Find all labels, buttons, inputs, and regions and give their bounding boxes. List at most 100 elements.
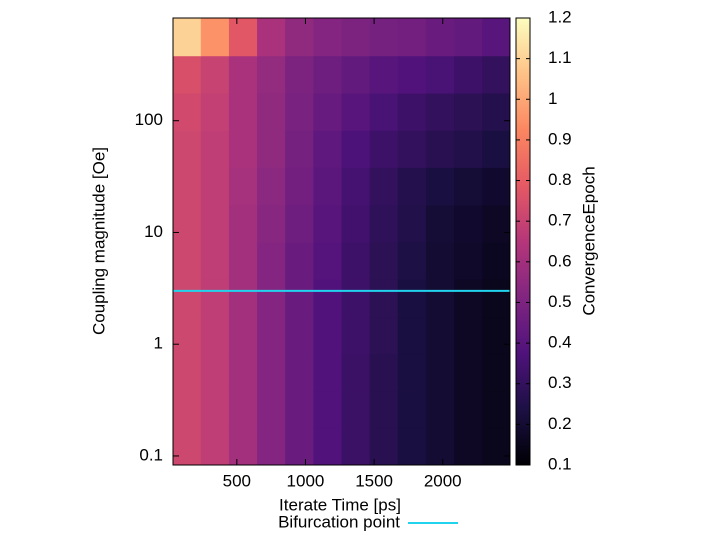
heatmap-cell (341, 167, 371, 206)
heatmap-cell (425, 279, 455, 318)
heatmap-cell (482, 55, 511, 94)
y-tick-label: 10 (144, 222, 163, 241)
heatmap-cell (341, 428, 371, 466)
heatmap-cell (454, 279, 483, 318)
heatmap-cell (425, 18, 455, 57)
heatmap-cell (313, 353, 342, 392)
colorbar-tick-label: 0.7 (548, 211, 572, 230)
heatmap-cell (397, 353, 427, 392)
heatmap-cell (482, 18, 511, 57)
heatmap-cell (257, 428, 286, 466)
heatmap-cell (173, 55, 202, 94)
heatmap-cell (341, 204, 371, 243)
heatmap-cell (200, 279, 230, 318)
colorbar-tick-label: 0.2 (548, 414, 572, 433)
heatmap-cell (369, 279, 399, 318)
colorbar-tick-label: 1 (548, 89, 557, 108)
heatmap-cell (200, 55, 230, 94)
x-tick-label: 1000 (287, 471, 325, 490)
heatmap-cell (425, 55, 455, 94)
heatmap-cell (482, 390, 511, 429)
heatmap-cell (257, 242, 286, 280)
heatmap-cell (285, 353, 314, 392)
heatmap-cell (228, 428, 258, 466)
colorbar-tick-label: 1.2 (548, 7, 572, 26)
heatmap-cell (425, 130, 455, 168)
heatmap-cell (200, 242, 230, 280)
heatmap-cell (257, 93, 286, 131)
heatmap-cell (341, 353, 371, 392)
heatmap-cell (200, 93, 230, 131)
heatmap-cell (369, 242, 399, 280)
heatmap-cell (425, 242, 455, 280)
colorbar-tick-label: 0.3 (548, 373, 572, 392)
heatmap-cell (482, 316, 511, 355)
heatmap-cell (228, 204, 258, 243)
heatmap-cell (200, 204, 230, 243)
heatmap-cell (341, 279, 371, 318)
heatmap-cell (397, 204, 427, 243)
x-tick-label: 500 (223, 471, 251, 490)
y-axis-label: Coupling magnitude [Oe] (89, 147, 108, 335)
heatmap-cell (200, 353, 230, 392)
colorbar-tick-label: 0.5 (548, 292, 572, 311)
colorbar-label: ConvergenceEpoch (579, 166, 598, 315)
heatmap-cell (397, 279, 427, 318)
heatmap-cell (313, 316, 342, 355)
heatmap-cell (173, 204, 202, 243)
heatmap-cell (257, 167, 286, 206)
heatmap-cell (200, 428, 230, 466)
heatmap-cell (285, 18, 314, 57)
heatmap-cell (397, 242, 427, 280)
heatmap-cell (257, 353, 286, 392)
colorbar-tick-label: 0.9 (548, 129, 572, 148)
heatmap-cell (228, 93, 258, 131)
heatmap-cell (285, 93, 314, 131)
heatmap-cell (173, 242, 202, 280)
heatmap-cell (173, 167, 202, 206)
colorbar-tick-label: 0.4 (548, 333, 572, 352)
heatmap-cell (482, 93, 511, 131)
heatmap-cell (200, 390, 230, 429)
y-tick-label: 100 (135, 110, 163, 129)
x-tick-label: 2000 (424, 471, 462, 490)
heatmap-cell (454, 390, 483, 429)
heatmap-cell (228, 353, 258, 392)
heatmap-cell (454, 242, 483, 280)
heatmap-cell (397, 55, 427, 94)
heatmap-cell (313, 428, 342, 466)
heatmap-cell (482, 130, 511, 168)
heatmap-cell (341, 316, 371, 355)
heatmap-cell (369, 55, 399, 94)
heatmap-cell (173, 18, 202, 57)
heatmap-cell (285, 130, 314, 168)
heatmap-cell (482, 428, 511, 466)
heatmap-cell (454, 130, 483, 168)
heatmap-cell (257, 390, 286, 429)
heatmap-cell (454, 204, 483, 243)
heatmap-cell (313, 204, 342, 243)
heatmap-cell (228, 167, 258, 206)
heatmap-cell (369, 130, 399, 168)
heatmap-cell (200, 316, 230, 355)
heatmap-cell (454, 93, 483, 131)
heatmap-cell (369, 18, 399, 57)
heatmap-cell (454, 55, 483, 94)
heatmap-cell (482, 167, 511, 206)
heatmap-cell (285, 242, 314, 280)
heatmap-cell (369, 93, 399, 131)
heatmap-cell (173, 93, 202, 131)
heatmap-cell (425, 316, 455, 355)
heatmap-cell (369, 167, 399, 206)
heatmap-cell (482, 204, 511, 243)
colorbar-tick-label: 0.1 (548, 454, 572, 473)
heatmap-cell (425, 428, 455, 466)
heatmap-cell (173, 279, 202, 318)
heatmap-cell (313, 130, 342, 168)
heatmap-cell (341, 390, 371, 429)
legend-label: Bifurcation point (278, 512, 400, 531)
heatmap-cell (454, 167, 483, 206)
heatmap-cell (341, 93, 371, 131)
heatmap-cell (228, 242, 258, 280)
